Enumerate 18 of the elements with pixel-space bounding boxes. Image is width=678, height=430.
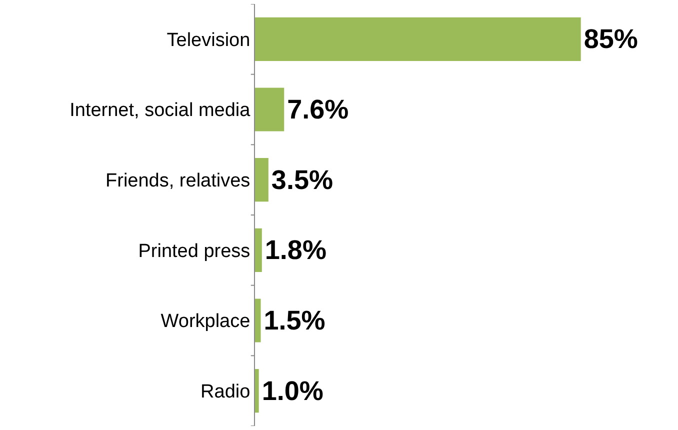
data-label: 7.6% bbox=[287, 94, 349, 124]
bar bbox=[255, 228, 262, 272]
bar bbox=[255, 88, 284, 132]
bar bbox=[255, 298, 261, 342]
y-tick-label: Workplace bbox=[160, 311, 250, 332]
y-tick-label: Friends, relatives bbox=[106, 170, 250, 192]
data-label: 1.0% bbox=[262, 376, 324, 406]
bar bbox=[255, 158, 268, 202]
data-label: 3.5% bbox=[271, 164, 333, 195]
data-label: 85% bbox=[584, 24, 638, 54]
data-label: 1.5% bbox=[264, 306, 326, 336]
y-tick-label: Printed press bbox=[138, 240, 250, 262]
y-tick-label: Internet, social media bbox=[70, 100, 251, 122]
bar bbox=[255, 369, 259, 413]
bar bbox=[255, 17, 581, 61]
y-tick-label: Television bbox=[166, 30, 250, 51]
y-tick-label: Radio bbox=[200, 381, 250, 402]
data-label: 1.8% bbox=[264, 235, 326, 266]
